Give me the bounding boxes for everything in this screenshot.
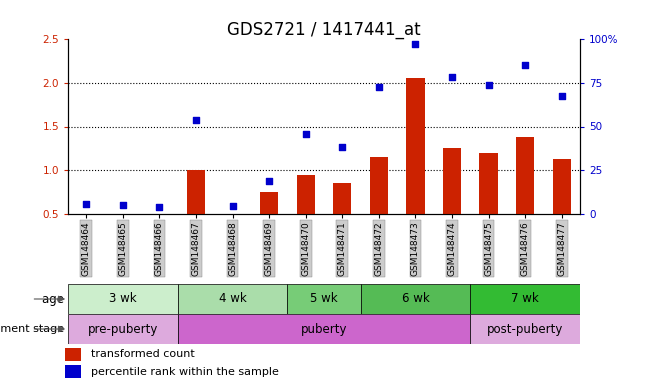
Bar — [553, 159, 571, 214]
Bar — [65, 348, 81, 361]
Text: pre-puberty: pre-puberty — [87, 323, 158, 336]
Bar — [187, 170, 205, 214]
Bar — [443, 148, 461, 214]
Bar — [333, 184, 351, 214]
Point — [483, 82, 494, 88]
Bar — [516, 137, 534, 214]
Bar — [470, 284, 580, 314]
Text: post-puberty: post-puberty — [487, 323, 563, 336]
Bar — [406, 78, 424, 214]
Point — [557, 93, 567, 99]
Point — [118, 202, 128, 209]
Point — [154, 204, 165, 210]
Point — [227, 203, 238, 209]
Point — [301, 131, 311, 137]
Bar — [470, 314, 580, 344]
Bar — [360, 284, 470, 314]
Point — [374, 84, 384, 90]
Bar — [297, 175, 315, 214]
Text: development stage: development stage — [0, 324, 68, 334]
Title: GDS2721 / 1417441_at: GDS2721 / 1417441_at — [227, 21, 421, 39]
Bar — [68, 284, 178, 314]
Text: 4 wk: 4 wk — [219, 293, 246, 306]
Bar — [68, 314, 178, 344]
Text: 5 wk: 5 wk — [310, 293, 338, 306]
Text: percentile rank within the sample: percentile rank within the sample — [91, 367, 279, 377]
Point — [446, 74, 457, 80]
Bar — [178, 314, 470, 344]
Point — [264, 178, 274, 184]
Text: age: age — [42, 293, 68, 306]
Bar — [288, 284, 360, 314]
Text: 3 wk: 3 wk — [109, 293, 137, 306]
Text: transformed count: transformed count — [91, 349, 194, 359]
Bar — [370, 157, 388, 214]
Text: 7 wk: 7 wk — [511, 293, 539, 306]
Point — [191, 117, 201, 123]
Point — [520, 62, 530, 68]
Bar — [480, 153, 498, 214]
Bar — [178, 284, 288, 314]
Point — [81, 200, 91, 207]
Point — [410, 41, 421, 47]
Bar — [260, 192, 278, 214]
Text: 6 wk: 6 wk — [402, 293, 429, 306]
Point — [337, 144, 347, 150]
Bar — [65, 365, 81, 378]
Text: puberty: puberty — [301, 323, 347, 336]
